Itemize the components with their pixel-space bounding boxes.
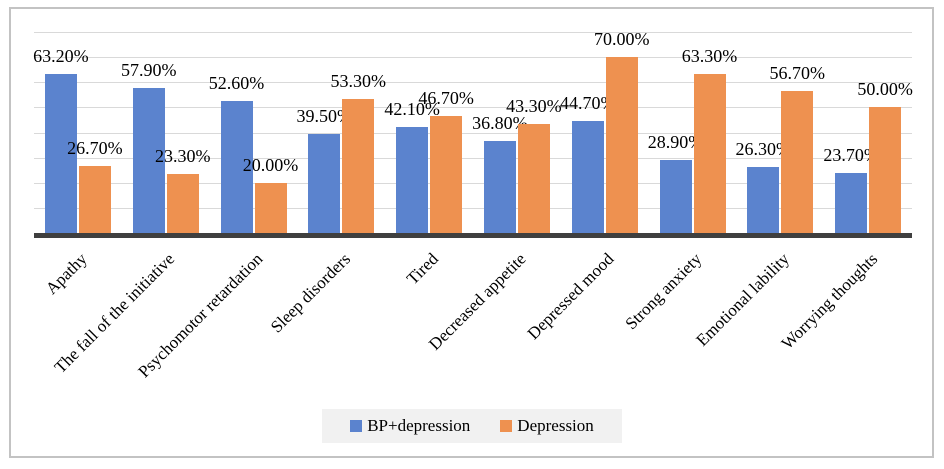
bar-0 (132, 87, 165, 233)
data-label: 57.90% (120, 59, 177, 80)
category-label: Apathy (41, 249, 91, 299)
data-label: 44.70% (559, 92, 616, 113)
legend-container: BP+depression Depression (10, 409, 934, 443)
gridline-30pct (34, 157, 912, 159)
data-label: 46.70% (418, 87, 474, 108)
bar-1 (254, 182, 287, 233)
category-label: Strong anxiety (621, 249, 706, 334)
gridline-70pct (34, 57, 912, 59)
data-label: 56.70% (769, 62, 826, 83)
legend: BP+depression Depression (322, 409, 622, 443)
data-label: 20.00% (242, 154, 299, 175)
bar-1 (166, 174, 199, 233)
bar-1 (693, 73, 726, 233)
bar-0 (747, 166, 780, 233)
gridline-20pct (34, 182, 912, 184)
gridline-10pct (34, 207, 912, 209)
data-label: 36.80% (472, 112, 528, 133)
bar-0 (308, 133, 341, 233)
legend-item-depression: Depression (500, 416, 594, 436)
category-label: Tired (402, 249, 442, 289)
bar-1 (430, 115, 463, 233)
bar-1 (342, 99, 375, 233)
legend-swatch-depression (500, 420, 513, 432)
data-label: 52.60% (208, 72, 265, 93)
bar-1 (781, 90, 814, 233)
data-label: 50.00% (857, 79, 913, 100)
legend-item-bp-depression: BP+depression (350, 416, 470, 436)
data-label: 63.20% (33, 46, 89, 67)
bar-0 (44, 74, 77, 233)
legend-label-depression: Depression (517, 416, 594, 435)
gridline-60pct (34, 82, 912, 84)
bar-0 (220, 100, 253, 233)
bar-0 (659, 160, 692, 233)
data-label: 63.30% (681, 45, 738, 66)
data-label: 70.00% (593, 29, 650, 50)
category-label: Decreased appetite (425, 249, 530, 354)
bar-1 (869, 107, 902, 233)
data-label: 28.90% (647, 132, 704, 153)
gridline-40pct (34, 132, 912, 134)
gridline-50pct (34, 107, 912, 109)
category-label: Sleep disorders (266, 249, 355, 337)
bar-1 (78, 165, 111, 233)
data-label: 42.10% (384, 99, 440, 120)
bar-0 (483, 140, 516, 233)
bar-1 (517, 124, 550, 233)
legend-label-bp-depression: BP+depression (367, 416, 471, 435)
bar-1 (605, 57, 638, 233)
data-label: 23.30% (154, 146, 211, 167)
legend-swatch-bp-depression (350, 420, 363, 432)
gridline-80pct (34, 32, 912, 33)
data-label: 26.70% (67, 137, 123, 158)
bar-0 (396, 127, 429, 233)
data-label: 23.70% (823, 145, 879, 166)
data-label: 26.30% (735, 138, 792, 159)
bar-0 (835, 173, 868, 233)
category-label: Emotional lability (692, 249, 794, 350)
data-label: 43.30% (506, 96, 562, 117)
data-label: 39.50% (296, 105, 353, 126)
x-axis-line (34, 233, 912, 238)
category-label: Depressed mood (523, 249, 618, 344)
data-label: 53.30% (330, 71, 387, 92)
category-label: Worrying thoughts (777, 249, 881, 353)
bar-0 (571, 120, 604, 233)
